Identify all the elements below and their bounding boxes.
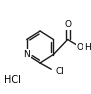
Text: O: O: [77, 42, 84, 52]
Text: N: N: [23, 50, 30, 59]
Text: HCl: HCl: [4, 75, 21, 85]
Text: O: O: [64, 20, 71, 29]
Text: H: H: [84, 42, 91, 52]
Text: Cl: Cl: [55, 67, 64, 76]
